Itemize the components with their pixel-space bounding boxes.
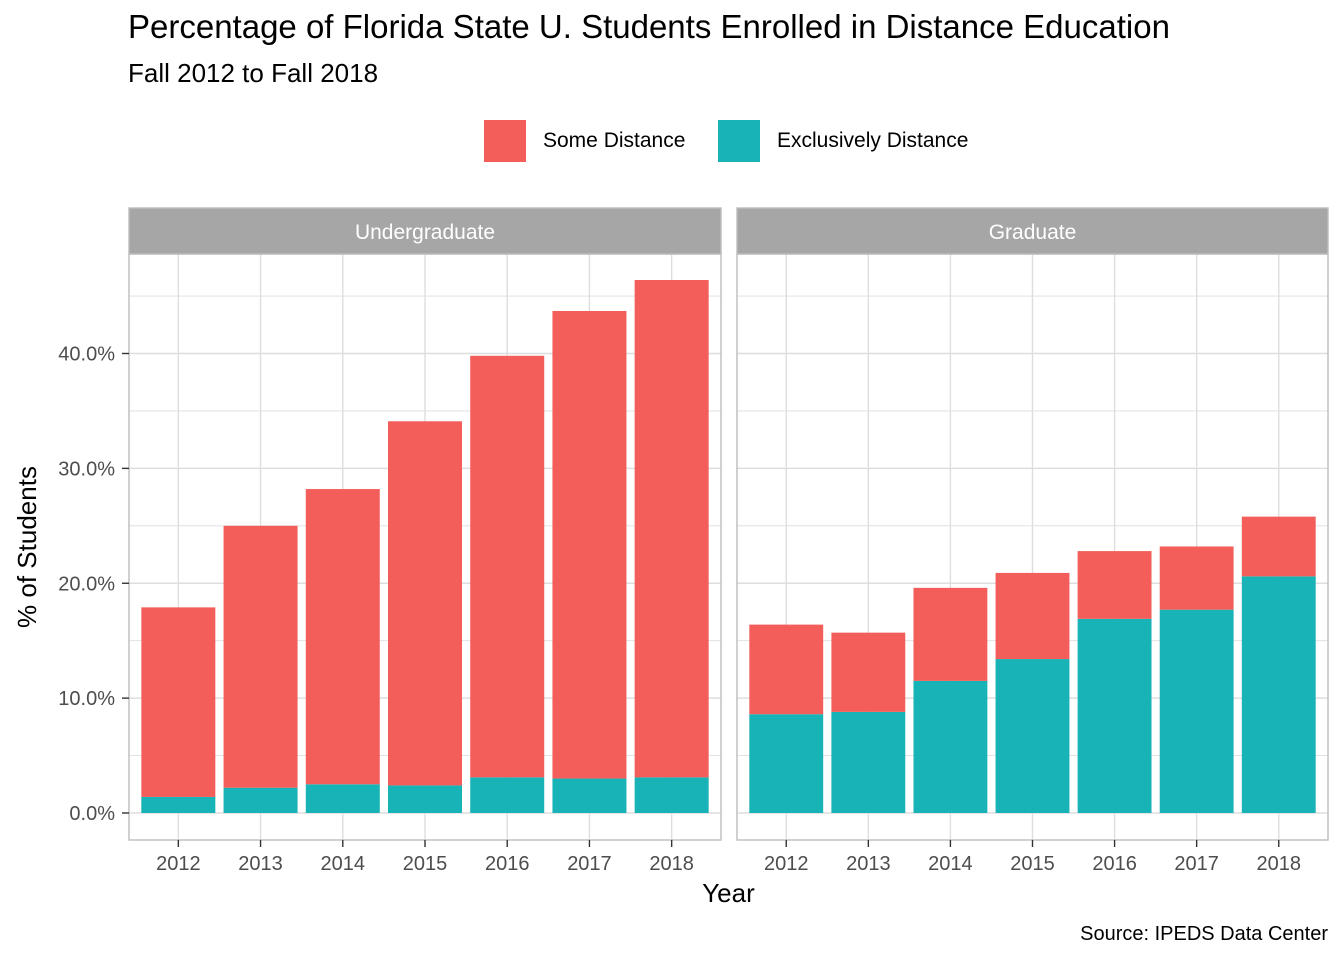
bar-graduate-exclusively-distance-2014 xyxy=(913,680,988,813)
chart-subtitle: Fall 2012 to Fall 2018 xyxy=(128,58,379,88)
bar-graduate-some-distance-2017 xyxy=(1159,546,1234,610)
bar-undergraduate-some-distance-2015 xyxy=(388,421,462,786)
facet-strip-graduate xyxy=(736,207,1329,255)
y-tick-label-3: 30.0% xyxy=(58,458,115,480)
x-tick-label-undergraduate-2013: 2013 xyxy=(238,853,283,875)
bar-graduate-some-distance-2013 xyxy=(831,632,906,712)
y-tick-label-2: 20.0% xyxy=(58,573,115,595)
x-tick-label-graduate-2013: 2013 xyxy=(846,853,891,875)
legend-key-exclusively-distance xyxy=(718,120,760,162)
x-tick-label-undergraduate-2018: 2018 xyxy=(649,853,694,875)
bar-undergraduate-exclusively-distance-2013 xyxy=(223,787,298,813)
bar-undergraduate-exclusively-distance-2015 xyxy=(388,785,462,813)
bar-undergraduate-exclusively-distance-2014 xyxy=(305,784,380,813)
bar-undergraduate-some-distance-2017 xyxy=(552,310,627,779)
x-tick-label-undergraduate-2015: 2015 xyxy=(403,853,448,875)
legend-label-exclusively-distance: Exclusively Distance xyxy=(777,129,969,152)
bar-undergraduate-exclusively-distance-2012 xyxy=(141,796,216,813)
bar-undergraduate-some-distance-2012 xyxy=(141,607,216,797)
bar-undergraduate-exclusively-distance-2017 xyxy=(552,778,627,813)
bar-undergraduate-some-distance-2018 xyxy=(634,279,709,778)
x-tick-label-undergraduate-2014: 2014 xyxy=(321,853,366,875)
bar-graduate-some-distance-2012 xyxy=(749,624,824,715)
x-tick-label-graduate-2017: 2017 xyxy=(1174,853,1219,875)
bar-graduate-exclusively-distance-2018 xyxy=(1241,576,1316,813)
y-tick-label-4: 40.0% xyxy=(58,344,115,366)
x-tick-label-graduate-2016: 2016 xyxy=(1092,853,1137,875)
bar-undergraduate-exclusively-distance-2018 xyxy=(634,777,709,813)
x-tick-label-undergraduate-2016: 2016 xyxy=(485,853,530,875)
legend-label-some-distance: Some Distance xyxy=(543,129,686,152)
bar-graduate-exclusively-distance-2012 xyxy=(749,714,824,813)
facet-strip-undergraduate xyxy=(128,207,722,255)
bar-graduate-exclusively-distance-2017 xyxy=(1159,609,1234,813)
x-axis-title: Year xyxy=(702,878,755,908)
facet-label-graduate: Graduate xyxy=(989,221,1077,244)
bar-graduate-exclusively-distance-2015 xyxy=(995,659,1070,813)
bar-graduate-exclusively-distance-2016 xyxy=(1077,618,1152,813)
legend-key-some-distance xyxy=(484,120,526,162)
bar-graduate-some-distance-2018 xyxy=(1241,516,1316,577)
source-caption: Source: IPEDS Data Center xyxy=(1080,923,1328,945)
x-tick-label-graduate-2014: 2014 xyxy=(928,853,973,875)
chart-title: Percentage of Florida State U. Students … xyxy=(128,8,1170,45)
bar-graduate-exclusively-distance-2013 xyxy=(831,711,906,813)
x-tick-label-graduate-2015: 2015 xyxy=(1010,853,1055,875)
y-tick-label-0: 0.0% xyxy=(69,803,115,825)
bar-graduate-some-distance-2015 xyxy=(995,572,1070,660)
facet-label-undergraduate: Undergraduate xyxy=(355,221,495,244)
bar-undergraduate-some-distance-2013 xyxy=(223,525,298,788)
y-axis-title: % of Students xyxy=(12,466,42,628)
x-tick-label-graduate-2012: 2012 xyxy=(764,853,809,875)
bar-undergraduate-some-distance-2014 xyxy=(305,489,380,785)
x-tick-label-graduate-2018: 2018 xyxy=(1257,853,1302,875)
x-tick-label-undergraduate-2017: 2017 xyxy=(567,853,612,875)
y-tick-label-1: 10.0% xyxy=(58,688,115,710)
bar-graduate-some-distance-2016 xyxy=(1077,551,1152,619)
x-tick-label-undergraduate-2012: 2012 xyxy=(156,853,201,875)
bar-graduate-some-distance-2014 xyxy=(913,587,988,681)
bar-undergraduate-some-distance-2016 xyxy=(470,355,545,778)
bar-undergraduate-exclusively-distance-2016 xyxy=(470,777,545,813)
